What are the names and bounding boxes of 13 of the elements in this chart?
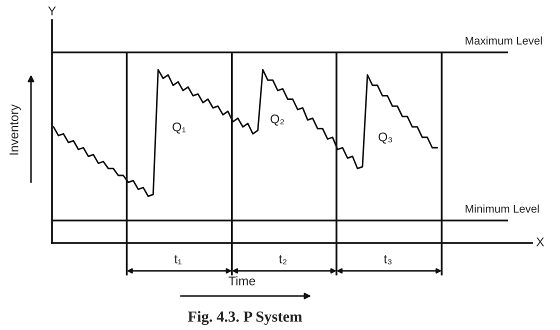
text: t₁ xyxy=(174,255,182,264)
text: t₃ xyxy=(384,255,392,264)
annotation: Q₂ xyxy=(270,114,284,126)
text: X xyxy=(536,238,544,246)
text: Fig. 4.3. P System xyxy=(188,311,302,325)
text: t₂ xyxy=(279,255,287,264)
ref-line-label: Minimum Level xyxy=(466,204,539,213)
annotation: Q₁ xyxy=(172,122,186,134)
text: Y xyxy=(48,6,56,16)
x-axis-title: Time xyxy=(228,276,256,286)
y-axis-title: Inventory xyxy=(10,104,21,155)
annotation: Q₃ xyxy=(378,132,392,144)
ref-line-label: Maximum Level xyxy=(466,36,542,45)
